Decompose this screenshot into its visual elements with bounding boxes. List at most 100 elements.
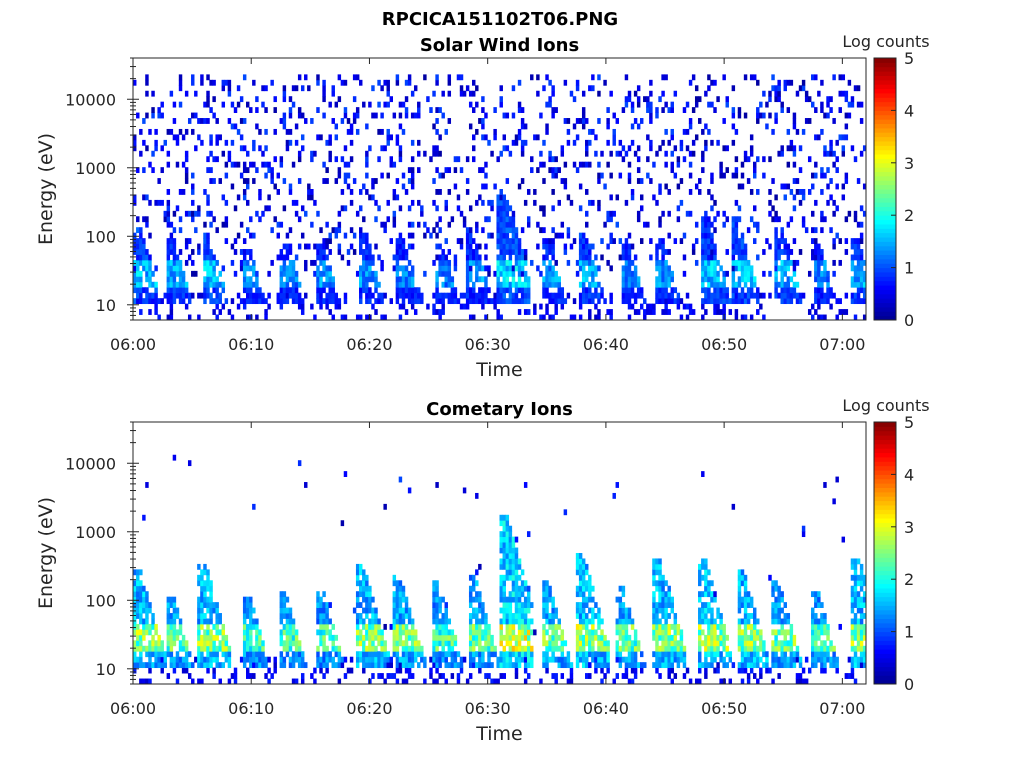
- data-cell: [313, 667, 317, 674]
- data-cell: [704, 145, 708, 152]
- data-cell: [526, 216, 531, 223]
- data-cell: [762, 112, 766, 119]
- data-cell: [581, 292, 586, 299]
- data-cell: [749, 645, 754, 652]
- data-cell: [184, 303, 189, 310]
- data-cell: [374, 216, 378, 223]
- data-cell: [468, 243, 473, 250]
- data-cell: [734, 216, 739, 223]
- data-cell: [343, 205, 348, 212]
- data-cell: [591, 292, 595, 299]
- data-cell: [319, 276, 323, 283]
- data-cell: [475, 623, 479, 630]
- data-cell: [636, 167, 641, 174]
- data-cell: [288, 645, 293, 652]
- data-cell: [166, 265, 171, 272]
- data-cell: [331, 298, 335, 305]
- data-cell: [551, 292, 555, 299]
- data-cell: [355, 591, 360, 598]
- data-cell: [328, 270, 332, 277]
- data-cell: [377, 128, 381, 135]
- data-cell: [484, 265, 488, 272]
- data-cell: [823, 270, 827, 277]
- data-cell: [759, 645, 763, 652]
- data-cell: [658, 596, 662, 603]
- data-cell: [398, 662, 403, 669]
- data-cell: [673, 623, 678, 630]
- data-cell: [606, 243, 610, 250]
- data-cell: [468, 640, 473, 647]
- data-cell: [157, 112, 161, 119]
- data-cell: [820, 281, 824, 288]
- data-cell: [517, 259, 522, 266]
- data-cell: [749, 281, 754, 288]
- data-cell: [200, 139, 204, 146]
- data-cell: [383, 101, 387, 108]
- data-cell: [151, 150, 155, 157]
- data-cell: [435, 623, 439, 630]
- data-cell: [462, 487, 467, 494]
- data-cell: [337, 227, 342, 234]
- data-cell: [520, 145, 525, 152]
- data-cell: [859, 265, 864, 272]
- data-cell: [349, 199, 354, 206]
- data-cell: [297, 216, 302, 223]
- data-cell: [264, 309, 268, 315]
- colorbar-segment: [874, 140, 896, 146]
- data-cell: [322, 673, 326, 679]
- data-cell: [545, 629, 549, 636]
- data-cell: [166, 128, 171, 135]
- data-cell: [743, 254, 748, 261]
- data-cell: [145, 287, 149, 294]
- data-cell: [392, 161, 397, 168]
- data-cell: [239, 118, 244, 124]
- data-cell: [597, 292, 601, 299]
- data-cell: [740, 183, 745, 190]
- data-cell: [472, 656, 476, 663]
- data-cell: [585, 602, 589, 608]
- data-cell: [523, 585, 528, 592]
- data-cell: [371, 662, 375, 669]
- data-cell: [578, 591, 583, 598]
- data-cell: [175, 662, 180, 669]
- data-cell: [597, 172, 601, 179]
- data-cell: [575, 558, 580, 565]
- data-cell: [615, 673, 620, 679]
- data-cell: [288, 276, 293, 283]
- data-cell: [652, 563, 656, 570]
- data-cell: [249, 287, 253, 294]
- data-cell: [753, 161, 757, 168]
- data-cell: [716, 634, 720, 641]
- data-cell: [783, 645, 787, 652]
- data-cell: [328, 156, 332, 163]
- data-cell: [652, 662, 656, 669]
- data-cell: [633, 150, 638, 157]
- data-cell: [508, 265, 513, 272]
- data-cell: [511, 553, 516, 559]
- data-cell: [200, 74, 204, 81]
- data-cell: [618, 596, 623, 603]
- data-cell: [740, 634, 745, 641]
- data-cell: [545, 287, 549, 294]
- data-cell: [270, 227, 274, 234]
- data-cell: [307, 194, 311, 201]
- data-cell: [749, 145, 754, 152]
- data-cell: [224, 79, 229, 86]
- data-cell: [166, 259, 171, 266]
- data-cell: [664, 150, 668, 157]
- data-cell: [627, 270, 632, 277]
- data-cell: [722, 210, 726, 217]
- data-cell: [316, 210, 320, 217]
- data-cell: [502, 298, 506, 305]
- data-cell: [621, 634, 626, 641]
- data-cell: [701, 128, 705, 135]
- data-cell: [749, 292, 754, 299]
- data-cell: [252, 645, 256, 652]
- data-cell: [713, 265, 717, 272]
- data-cell: [719, 172, 723, 179]
- data-cell: [792, 118, 797, 124]
- data-cell: [786, 662, 791, 669]
- data-cell: [456, 662, 461, 669]
- data-cell: [597, 607, 601, 614]
- data-cell: [490, 662, 494, 669]
